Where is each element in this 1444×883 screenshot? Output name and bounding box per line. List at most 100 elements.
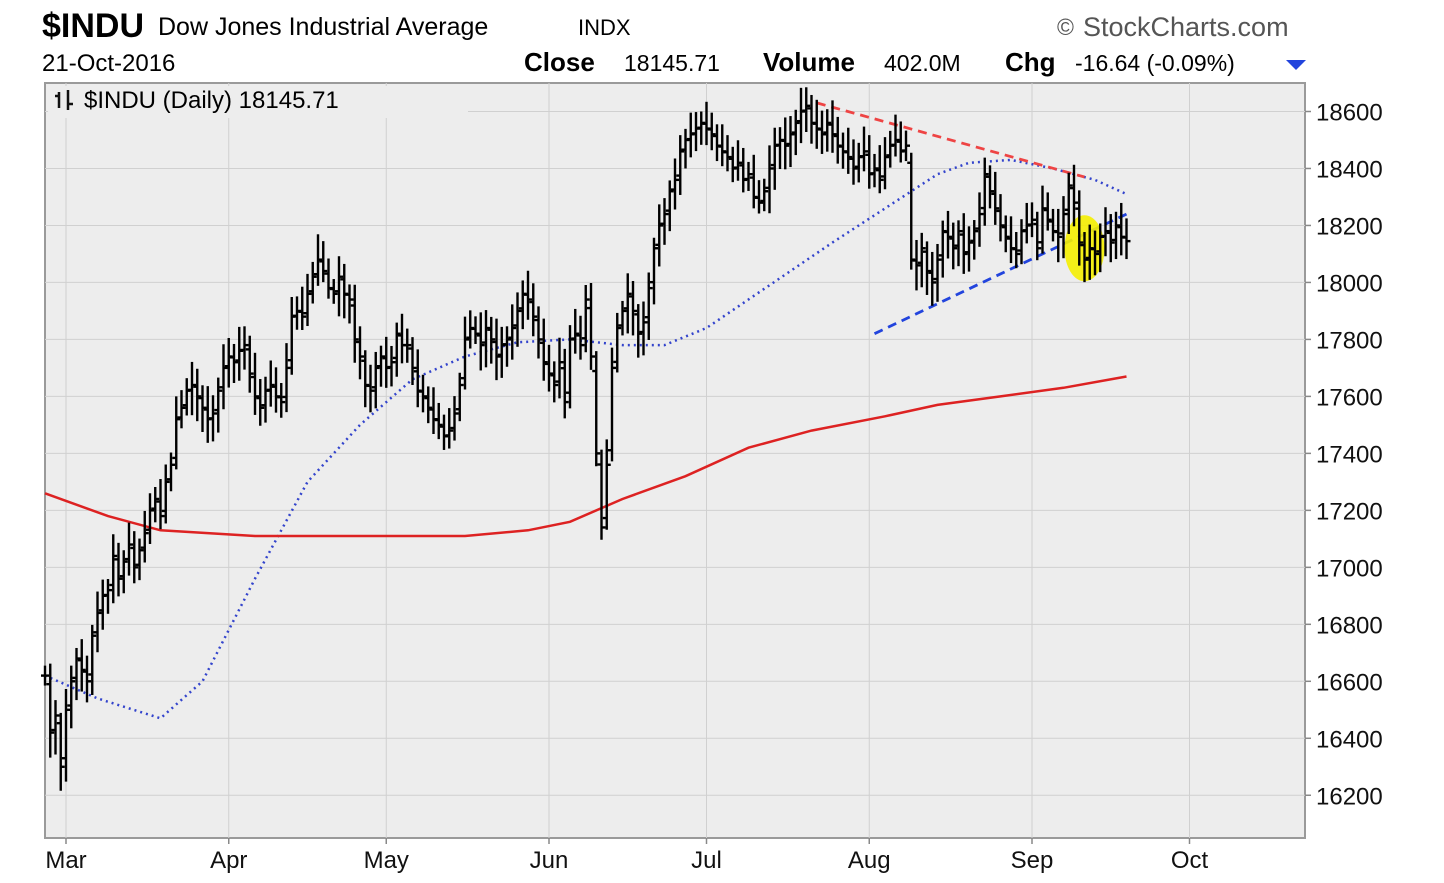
price-bar — [151, 486, 160, 523]
price-bar — [828, 100, 837, 153]
price-bar — [377, 345, 385, 387]
price-bar — [1033, 211, 1042, 261]
price-bar — [587, 283, 595, 370]
price-bar — [219, 344, 228, 410]
price-bar — [303, 273, 312, 327]
price-bar — [671, 158, 679, 210]
price-bar — [1101, 207, 1110, 257]
price-bar — [1028, 202, 1036, 238]
price-bar — [959, 213, 968, 274]
price-bar — [765, 145, 774, 214]
x-tick-label: May — [364, 847, 409, 874]
price-bar — [991, 171, 1000, 225]
price-bar — [1001, 215, 1010, 253]
price-bar — [492, 318, 501, 381]
price-bar — [529, 283, 538, 337]
price-bar — [198, 385, 207, 433]
price-bar — [970, 220, 979, 260]
price-bar — [980, 157, 989, 226]
price-bar — [650, 237, 658, 305]
chg-label: Chg — [1005, 47, 1056, 77]
price-bar — [1012, 232, 1021, 269]
price-bar — [209, 395, 217, 442]
price-bar — [135, 538, 144, 581]
price-bar — [555, 337, 564, 399]
price-bar — [891, 114, 900, 157]
price-bar — [366, 364, 375, 413]
y-tick-label: 16600 — [1316, 669, 1383, 696]
moving-average-200-line — [44, 375, 1127, 538]
price-bar — [476, 312, 485, 371]
y-tick-label: 17400 — [1316, 441, 1383, 468]
price-bar — [545, 344, 553, 392]
price-bar — [266, 360, 275, 407]
price-bar — [104, 579, 112, 614]
price-bar — [461, 316, 469, 390]
price-bar — [802, 87, 811, 133]
price-bar — [1059, 196, 1068, 259]
price-bar — [146, 493, 154, 544]
price-bar — [944, 210, 952, 259]
price-bar — [298, 286, 307, 331]
x-tick-label: Aug — [848, 847, 891, 874]
price-bar — [534, 306, 543, 359]
price-bar — [88, 624, 97, 695]
x-tick-label: Apr — [210, 847, 247, 874]
price-bar — [240, 326, 249, 370]
price-bar — [392, 322, 401, 377]
symbol-title: $INDU — [42, 7, 144, 45]
index-name: Dow Jones Industrial Average — [158, 13, 488, 41]
price-bar — [560, 348, 569, 419]
price-bar — [167, 452, 175, 492]
price-bar — [1112, 211, 1120, 260]
price-bar — [723, 135, 732, 172]
price-bar — [870, 153, 879, 188]
price-bar — [786, 116, 795, 168]
y-tick-label: 16800 — [1316, 612, 1383, 639]
price-bar — [571, 308, 580, 354]
price-bar — [408, 337, 417, 385]
price-bar — [1054, 208, 1063, 263]
y-tick-label: 17600 — [1316, 384, 1383, 411]
price-bar — [1070, 164, 1078, 227]
price-bar — [744, 161, 753, 191]
price-bar — [156, 479, 165, 530]
price-bar — [188, 361, 196, 416]
price-bar — [912, 239, 921, 291]
price-bar — [618, 300, 627, 336]
legend-box — [48, 86, 468, 118]
price-bar — [345, 284, 354, 324]
price-bar — [277, 383, 286, 418]
x-tick-label: Jul — [691, 847, 722, 874]
price-bar — [471, 316, 480, 344]
y-tick-label: 18400 — [1316, 156, 1383, 183]
price-bar — [849, 139, 858, 185]
price-bar — [623, 273, 632, 334]
price-bar — [634, 304, 643, 358]
brand-name: StockCharts.com — [1083, 12, 1289, 42]
price-bar — [46, 663, 55, 758]
price-bar — [760, 178, 769, 212]
price-bar — [881, 137, 889, 190]
price-bar — [823, 109, 832, 152]
price-bar — [67, 665, 76, 729]
price-bar — [172, 396, 181, 470]
price-bar — [93, 591, 102, 653]
exchange-label: INDX — [578, 15, 631, 40]
chevron-down-icon[interactable] — [1286, 60, 1306, 70]
price-bar — [923, 241, 931, 295]
price-bar — [329, 279, 338, 304]
price-bar — [660, 198, 669, 245]
candle-toggle-icon[interactable] — [55, 90, 73, 110]
price-bar — [256, 379, 265, 426]
x-tick-label: Jun — [530, 847, 569, 874]
price-bar — [125, 522, 133, 576]
price-bar — [450, 396, 459, 441]
price-bar — [419, 374, 427, 413]
price-bar — [844, 127, 853, 174]
price-bar — [245, 335, 254, 393]
legend-text: $INDU (Daily) 18145.71 — [84, 87, 339, 114]
price-bar — [314, 234, 322, 286]
price-bar — [902, 130, 910, 162]
trend-line — [816, 101, 1085, 179]
